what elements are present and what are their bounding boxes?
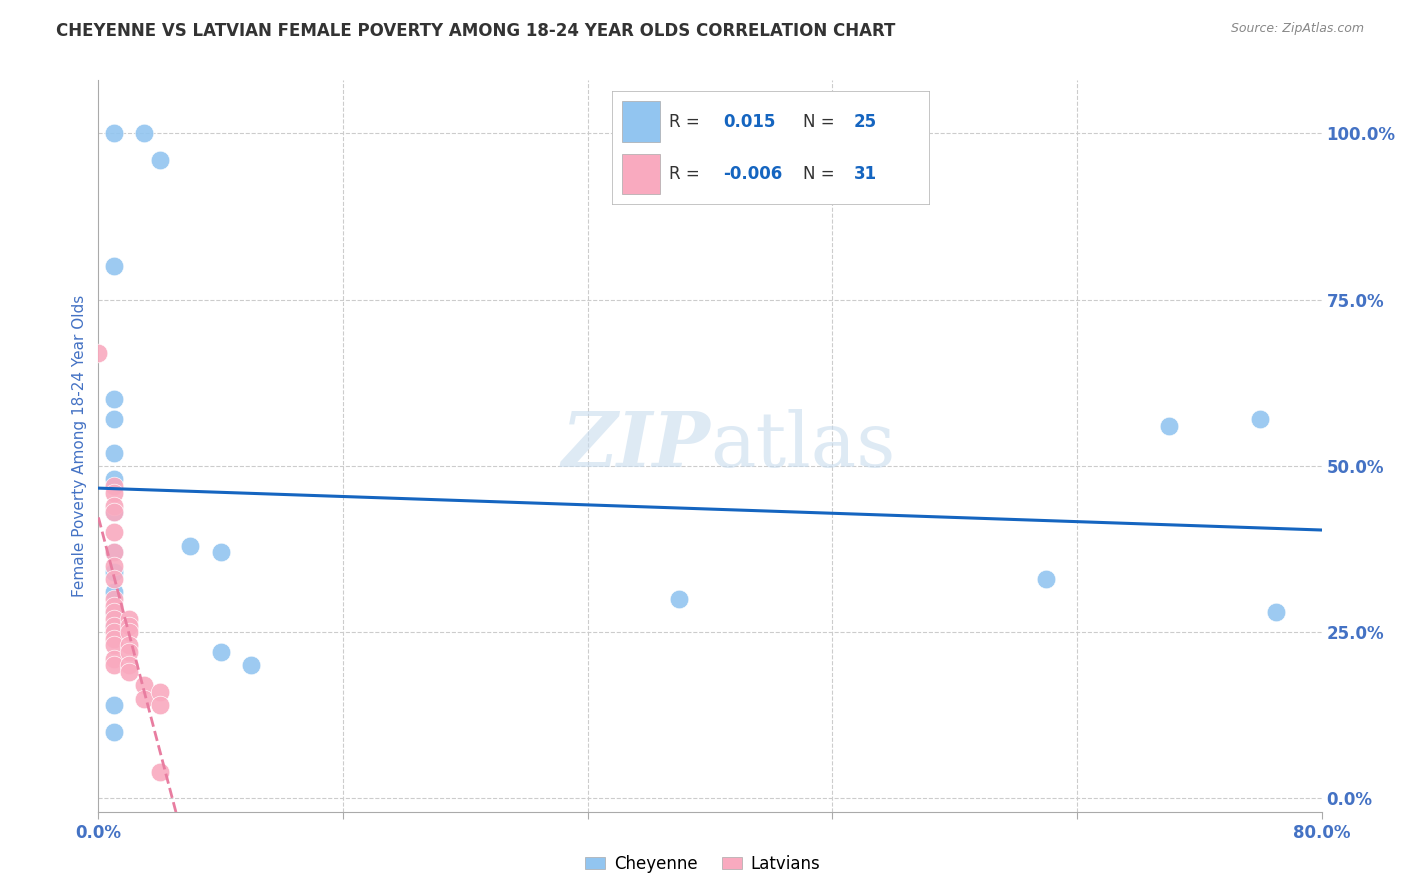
Point	[118, 612, 141, 626]
Text: ZIP: ZIP	[561, 409, 710, 483]
Point	[103, 652, 125, 666]
Point	[209, 645, 232, 659]
Point	[103, 558, 125, 573]
Point	[103, 639, 125, 653]
Point	[103, 612, 125, 626]
Point	[103, 618, 125, 632]
Point	[103, 566, 125, 580]
Point	[103, 506, 125, 520]
Text: CHEYENNE VS LATVIAN FEMALE POVERTY AMONG 18-24 YEAR OLDS CORRELATION CHART: CHEYENNE VS LATVIAN FEMALE POVERTY AMONG…	[56, 22, 896, 40]
Point	[118, 625, 141, 640]
Point	[134, 678, 156, 692]
Point	[118, 665, 141, 679]
Point	[1249, 412, 1271, 426]
Point	[668, 591, 690, 606]
Point	[103, 618, 125, 632]
Point	[1035, 572, 1057, 586]
Point	[103, 585, 125, 599]
Point	[149, 153, 172, 167]
Legend: Cheyenne, Latvians: Cheyenne, Latvians	[579, 848, 827, 880]
Point	[149, 685, 172, 699]
Point	[118, 658, 141, 673]
Point	[149, 698, 172, 713]
Point	[103, 412, 125, 426]
Point	[103, 572, 125, 586]
Point	[103, 605, 125, 619]
Y-axis label: Female Poverty Among 18-24 Year Olds: Female Poverty Among 18-24 Year Olds	[72, 295, 87, 597]
Point	[103, 625, 125, 640]
Point	[118, 639, 141, 653]
Point	[87, 346, 110, 360]
Point	[103, 698, 125, 713]
Point	[103, 127, 125, 141]
Point	[1264, 605, 1286, 619]
Text: atlas: atlas	[710, 409, 896, 483]
Point	[103, 632, 125, 646]
Point	[103, 591, 125, 606]
Point	[1157, 419, 1180, 434]
Point	[134, 691, 156, 706]
Point	[103, 605, 125, 619]
Point	[118, 645, 141, 659]
Point	[149, 764, 172, 779]
Text: Source: ZipAtlas.com: Source: ZipAtlas.com	[1230, 22, 1364, 36]
Point	[240, 658, 263, 673]
Point	[103, 506, 125, 520]
Point	[103, 545, 125, 559]
Point	[118, 618, 141, 632]
Point	[103, 525, 125, 540]
Point	[103, 658, 125, 673]
Point	[103, 599, 125, 613]
Point	[103, 472, 125, 486]
Point	[103, 260, 125, 274]
Point	[103, 485, 125, 500]
Point	[179, 539, 201, 553]
Point	[103, 545, 125, 559]
Point	[209, 545, 232, 559]
Point	[134, 127, 156, 141]
Point	[103, 499, 125, 513]
Point	[103, 725, 125, 739]
Point	[103, 479, 125, 493]
Point	[103, 445, 125, 459]
Point	[103, 392, 125, 407]
